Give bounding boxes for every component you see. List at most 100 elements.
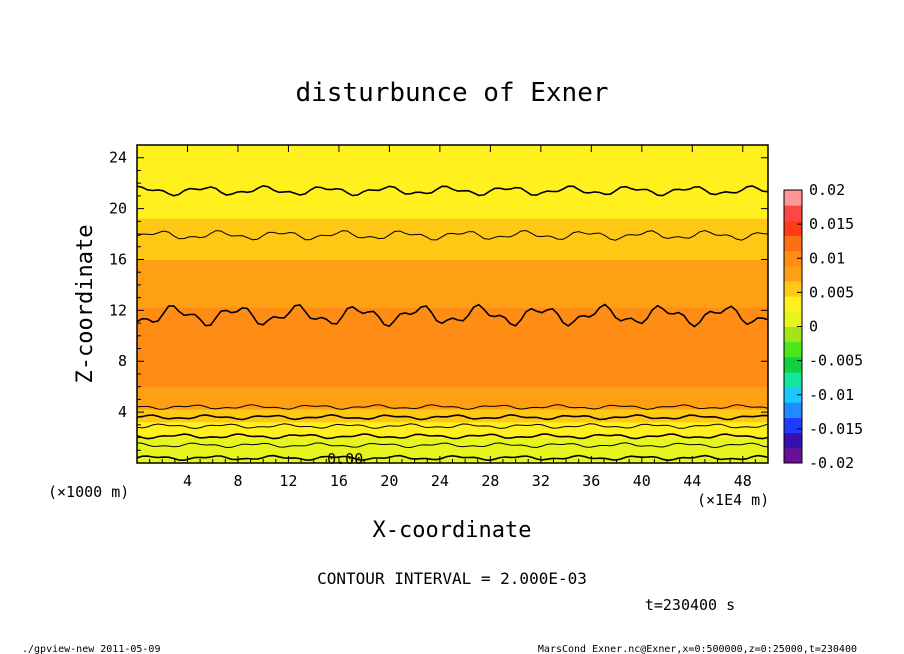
colorbar-swatch bbox=[784, 432, 802, 449]
colorbar: 0.02 0.015 0.01 0.005 0 -0.005 -0.01 -0.015 -0.0… bbox=[783, 181, 863, 472]
field-band bbox=[137, 249, 768, 254]
field-band bbox=[137, 148, 768, 152]
field-band bbox=[137, 405, 768, 410]
field-band bbox=[137, 342, 768, 346]
colorbar-tick-label: -0.02 bbox=[809, 454, 854, 472]
field-band bbox=[137, 211, 768, 216]
field-band bbox=[137, 173, 768, 178]
y-axis: 4 8 12 16 20 24 bbox=[109, 149, 768, 451]
field-band bbox=[137, 269, 768, 273]
field-band bbox=[137, 415, 768, 420]
field-band bbox=[137, 447, 768, 451]
field-band bbox=[137, 230, 768, 235]
y-tick-label: 12 bbox=[109, 301, 127, 319]
contour-line bbox=[137, 423, 768, 430]
field-band bbox=[137, 402, 768, 407]
field-band bbox=[137, 151, 768, 156]
colorbar-swatch bbox=[784, 402, 802, 418]
field-band bbox=[137, 227, 768, 232]
x-tick-label: 16 bbox=[330, 472, 348, 490]
field-band bbox=[137, 189, 768, 194]
field-band bbox=[137, 195, 768, 200]
field-shading bbox=[137, 145, 768, 463]
field-band bbox=[137, 199, 768, 203]
colorbar-tick-label: 0 bbox=[809, 318, 818, 336]
time-text: t=230400 s bbox=[645, 596, 735, 614]
field-band bbox=[137, 421, 768, 426]
y-tick-label: 8 bbox=[118, 352, 127, 370]
field-band bbox=[137, 167, 768, 172]
colorbar-swatch bbox=[784, 417, 802, 434]
x-tick-label: 24 bbox=[431, 472, 449, 490]
field-band bbox=[137, 418, 768, 423]
field-band bbox=[137, 323, 768, 327]
colorbar-tick-label: 0.015 bbox=[809, 215, 854, 233]
field-band bbox=[137, 428, 768, 432]
field-band bbox=[137, 300, 768, 305]
colorbar-swatch bbox=[784, 326, 802, 343]
field-band bbox=[137, 393, 768, 397]
x-tick-label: 48 bbox=[734, 472, 752, 490]
field-band bbox=[137, 345, 768, 350]
field-band bbox=[137, 373, 768, 378]
field-band bbox=[137, 160, 768, 165]
field-band bbox=[137, 431, 768, 435]
colorbar-swatch bbox=[784, 356, 802, 373]
field-band bbox=[137, 208, 768, 213]
field-band bbox=[137, 351, 768, 356]
contour-line bbox=[137, 303, 768, 328]
field-band bbox=[137, 192, 768, 197]
field-band bbox=[137, 437, 768, 442]
colorbar-swatch bbox=[784, 447, 802, 464]
field-band bbox=[137, 297, 768, 302]
field-band bbox=[137, 456, 768, 461]
field-band bbox=[137, 154, 768, 159]
field-band bbox=[137, 434, 768, 439]
y-unit-label: (×1000 m) bbox=[48, 483, 129, 501]
colorbar-swatch bbox=[784, 311, 802, 327]
field-band bbox=[137, 383, 768, 388]
colorbar-swatch bbox=[784, 387, 802, 403]
field-band bbox=[137, 234, 768, 238]
field-band bbox=[137, 275, 768, 280]
field-band bbox=[137, 335, 768, 340]
contour-line bbox=[137, 413, 768, 421]
field-band bbox=[137, 246, 768, 251]
colorbar-tick-label: -0.01 bbox=[809, 386, 854, 404]
y-tick-label: 20 bbox=[109, 200, 127, 218]
x-tick-label: 44 bbox=[683, 472, 701, 490]
field-band bbox=[137, 214, 768, 219]
field-band bbox=[137, 240, 768, 245]
colorbar-swatch bbox=[784, 265, 802, 282]
colorbar-tick-label: 0.02 bbox=[809, 181, 845, 199]
x-tick-label: 8 bbox=[233, 472, 242, 490]
field-band bbox=[137, 412, 768, 416]
colorbar-tick-label: -0.015 bbox=[809, 420, 863, 438]
contour-line bbox=[137, 442, 768, 449]
field-band bbox=[137, 386, 768, 391]
field-band bbox=[137, 443, 768, 448]
field-band bbox=[137, 284, 768, 289]
field-band bbox=[137, 361, 768, 366]
field-band bbox=[137, 396, 768, 400]
field-band bbox=[137, 256, 768, 261]
x-unit-label: (×1E4 m) bbox=[697, 491, 769, 509]
x-tick-label: 12 bbox=[279, 472, 297, 490]
colorbar-tick-label: -0.005 bbox=[809, 352, 863, 370]
field-band bbox=[137, 440, 768, 445]
field-band bbox=[137, 202, 768, 207]
field-band bbox=[137, 370, 768, 375]
x-tick-label: 20 bbox=[380, 472, 398, 490]
field-band bbox=[137, 380, 768, 385]
field-band bbox=[137, 364, 768, 369]
x-tick-label: 36 bbox=[582, 472, 600, 490]
colorbar-tick-label: 0.01 bbox=[809, 249, 845, 267]
field-band bbox=[137, 183, 768, 187]
field-band bbox=[137, 278, 768, 283]
field-band bbox=[137, 281, 768, 286]
colorbar-swatch bbox=[784, 296, 802, 312]
x-axis-label: X-coordinate bbox=[373, 518, 532, 543]
field-band bbox=[137, 170, 768, 175]
field-band bbox=[137, 176, 768, 181]
